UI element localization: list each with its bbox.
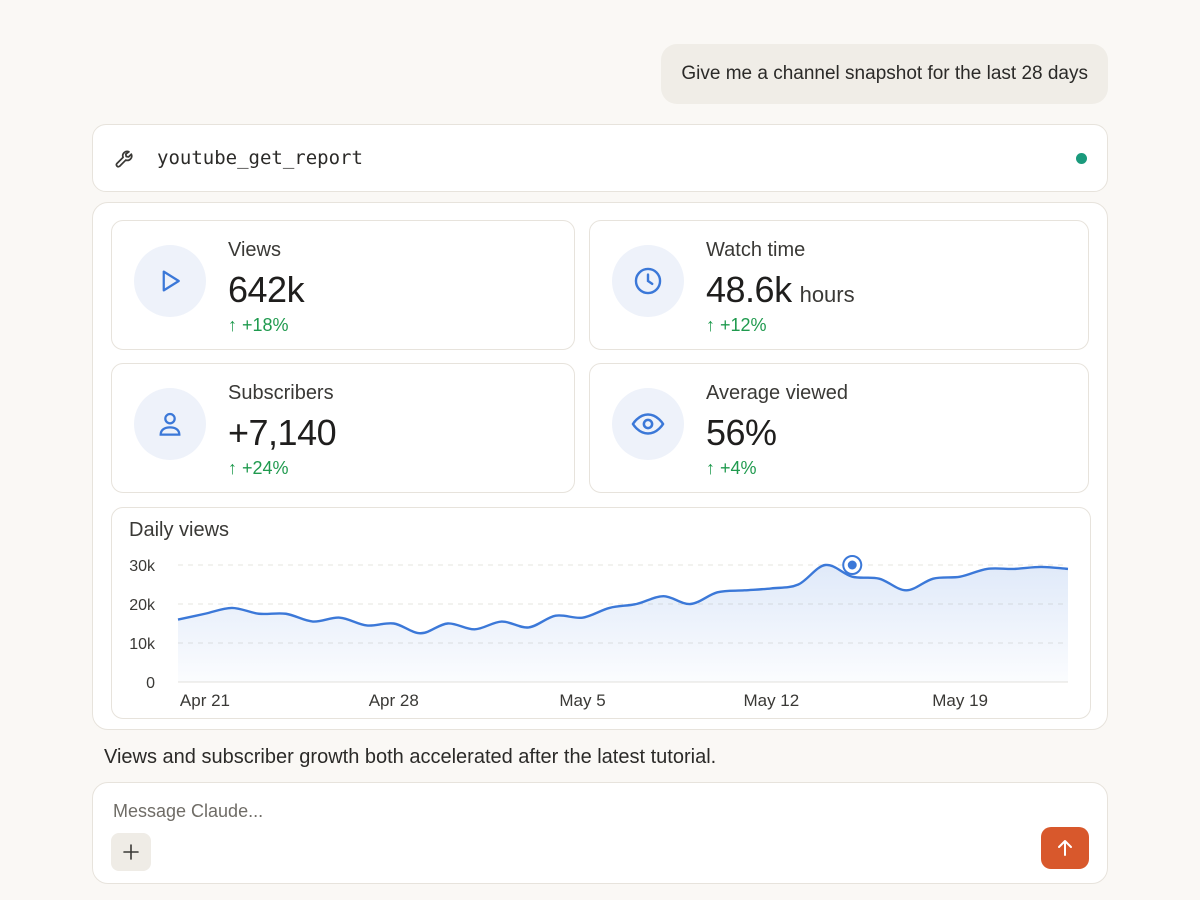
- wrench-icon: [113, 145, 139, 171]
- eye-icon: [612, 388, 684, 460]
- metric-label: Views: [228, 239, 281, 261]
- metric-card-average-viewed: Average viewed 56% ↑ +4%: [589, 363, 1089, 493]
- metric-value: 48.6k hours: [706, 269, 855, 310]
- metric-label: Subscribers: [228, 382, 334, 404]
- message-input[interactable]: [113, 801, 813, 822]
- tool-call-card[interactable]: youtube_get_report: [92, 124, 1108, 192]
- add-attachment-button[interactable]: [111, 833, 151, 871]
- tool-name: youtube_get_report: [157, 147, 363, 169]
- metric-delta: ↑ +4%: [706, 458, 757, 478]
- clock-icon: [612, 245, 684, 317]
- metric-delta: ↑ +18%: [228, 315, 289, 335]
- series-area: [178, 564, 1068, 682]
- metric-card-views: Views 642k ↑ +18%: [111, 220, 575, 350]
- chart-title: Daily views: [129, 519, 230, 541]
- report-card: Views 642k ↑ +18% Watch time 48.6k hours …: [92, 202, 1108, 730]
- metric-delta: ↑ +12%: [706, 315, 767, 335]
- y-tick-label: 0: [146, 675, 155, 692]
- highlight-point: [847, 560, 857, 570]
- x-tick-label: Apr 28: [369, 691, 419, 710]
- y-tick-label: 10k: [129, 636, 156, 653]
- assistant-summary: Views and subscriber growth both acceler…: [104, 746, 717, 768]
- x-tick-label: Apr 21: [180, 691, 230, 710]
- metric-label: Watch time: [706, 239, 806, 261]
- metric-value: 642k: [228, 269, 305, 310]
- plus-icon: [123, 844, 139, 860]
- metric-delta: ↑ +24%: [228, 458, 289, 478]
- x-tick-label: May 19: [932, 691, 988, 710]
- message-composer: [92, 782, 1108, 884]
- play-icon: [134, 245, 206, 317]
- metric-value: 56%: [706, 412, 777, 453]
- user-message-text: Give me a channel snapshot for the last …: [681, 63, 1088, 84]
- daily-views-chart: Daily views 0 10k 20k 30k Apr 21 Apr 28 May 5 M…: [111, 507, 1091, 719]
- metric-value: +7,140: [228, 412, 337, 453]
- x-tick-label: May 5: [559, 691, 605, 710]
- metric-card-subscribers: Subscribers +7,140 ↑ +24%: [111, 363, 575, 493]
- y-tick-label: 30k: [129, 558, 156, 575]
- y-tick-label: 20k: [129, 597, 156, 614]
- user-message-bubble: Give me a channel snapshot for the last …: [661, 44, 1108, 104]
- person-icon: [134, 388, 206, 460]
- status-dot: [1076, 152, 1087, 164]
- metric-unit: hours: [799, 282, 855, 307]
- series-line: [177, 563, 1069, 635]
- chart-plot: 0 10k 20k 30k Apr 21 Apr 28 May 5 May 12 May 19: [129, 555, 1069, 710]
- x-tick-label: May 12: [743, 691, 799, 710]
- arrow-up-icon: [1058, 840, 1072, 856]
- metric-label: Average viewed: [706, 382, 848, 404]
- metric-card-watch-time: Watch time 48.6k hours ↑ +12%: [589, 220, 1089, 350]
- send-button[interactable]: [1041, 827, 1089, 869]
